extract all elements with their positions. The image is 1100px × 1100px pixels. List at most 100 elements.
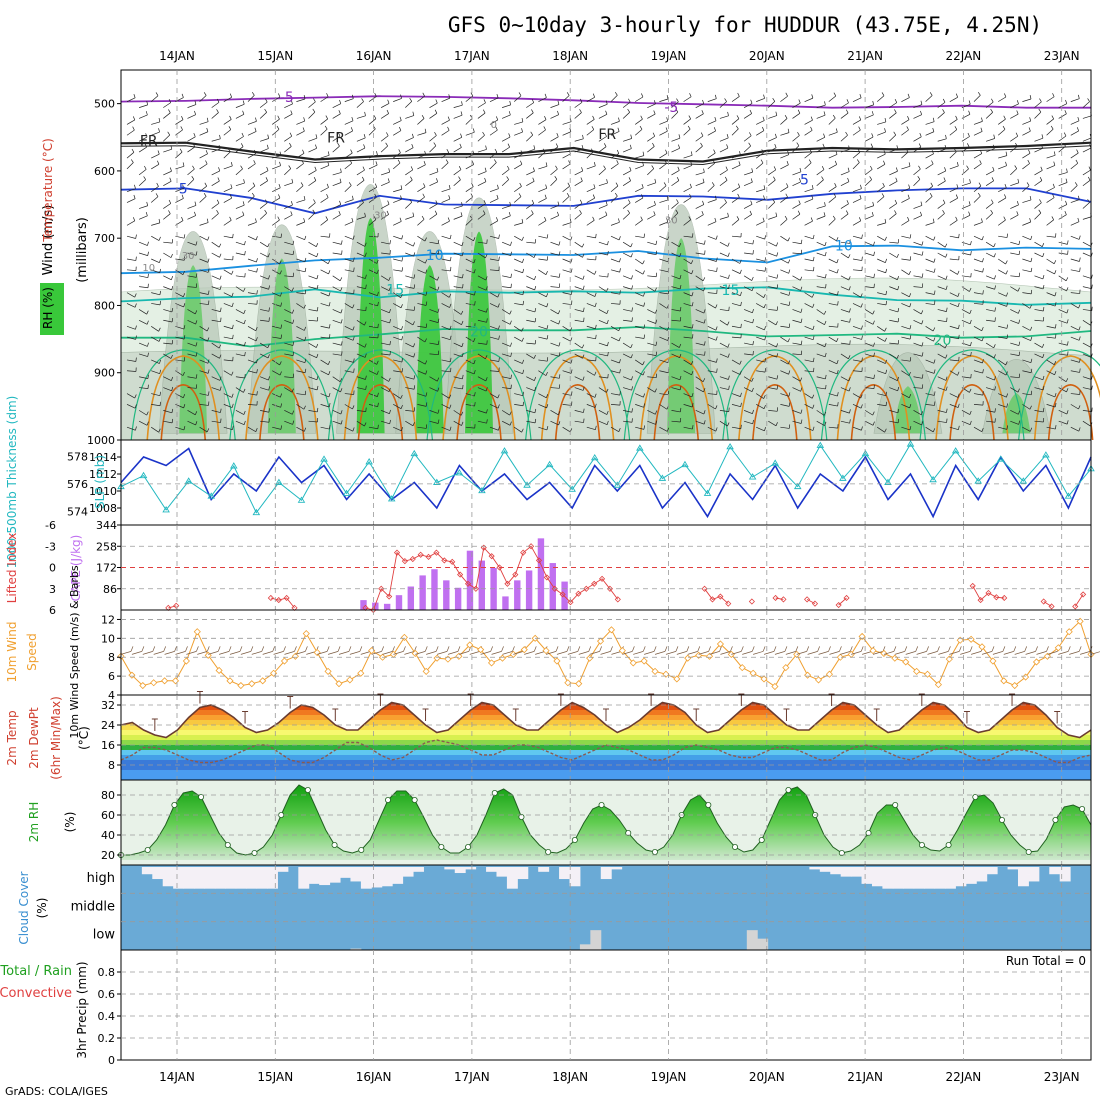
wind-barb-flag <box>195 421 198 426</box>
wind-barb-flag <box>631 307 633 312</box>
wind-barb-flag <box>387 178 390 183</box>
wind-barb <box>187 136 196 142</box>
wind-barb <box>671 202 679 209</box>
wind-barb-flag <box>810 126 813 131</box>
wind-barb <box>901 198 910 203</box>
wind-barb-flag <box>921 352 924 357</box>
wind-barb <box>272 187 281 193</box>
rh-point <box>545 849 552 856</box>
wind-barb <box>901 97 910 102</box>
wind-barb-flag <box>1065 200 1068 205</box>
wind-barb-flag <box>412 321 415 326</box>
wind-barb <box>514 303 524 306</box>
wind-barb-flag <box>325 115 328 120</box>
wind-barb-flag <box>627 108 630 113</box>
wind10-barb-flag <box>991 646 995 652</box>
wind-barb <box>126 97 136 102</box>
wind-barb-flag <box>1078 427 1081 432</box>
wind-barb <box>465 359 475 365</box>
wind-barb-flag <box>509 411 512 416</box>
wind-barb <box>429 410 439 414</box>
wind-barb-flag <box>520 150 523 155</box>
wind-barb-flag <box>1054 403 1057 408</box>
wind-barb-flag <box>447 217 450 222</box>
wind-barb-flag <box>977 91 981 96</box>
wind-barb-flag <box>883 150 886 155</box>
wind-barb-flag <box>582 134 584 139</box>
wind-barb-flag <box>968 211 971 216</box>
wind-barb <box>707 269 717 272</box>
wind-barb-flag <box>1076 149 1079 154</box>
wind-barb-flag <box>784 215 788 220</box>
wind-barb <box>223 359 233 362</box>
wind-barb <box>889 241 899 244</box>
wind-barb-flag <box>292 420 295 425</box>
wind-barb-flag <box>631 386 633 391</box>
wind-barb <box>344 199 354 203</box>
wind-barb-flag <box>171 376 174 381</box>
wind10-barb-flag <box>948 646 951 652</box>
wind-barb <box>550 376 560 379</box>
wind-barb <box>308 387 318 391</box>
wind-barb-flag <box>823 133 826 138</box>
wind-barb <box>780 404 790 407</box>
rh-shade-core <box>179 265 208 434</box>
wind10-barb-flag <box>457 646 461 652</box>
wind-barb-flag <box>242 100 245 105</box>
wind-barb <box>1022 120 1031 125</box>
wind-barb <box>235 136 244 142</box>
wind-barb <box>671 376 681 381</box>
wind10-barb <box>1080 651 1091 655</box>
wind-barb <box>175 198 184 203</box>
wind-barb-flag <box>845 131 848 136</box>
wind-barb <box>453 420 462 426</box>
wind-barb <box>1082 376 1092 380</box>
axis-label-cape: CAPE (J/kg) <box>69 535 83 602</box>
wind-barb-flag <box>691 292 694 297</box>
wind-barb <box>235 387 244 393</box>
wind-barb <box>659 98 669 102</box>
wind-barb <box>223 426 233 430</box>
wind-barb <box>477 410 487 414</box>
wind-barb <box>441 198 451 203</box>
wind-barb-flag <box>132 217 136 221</box>
wind-barb-flag <box>666 117 669 122</box>
wind-barb-flag <box>715 427 718 432</box>
wind-barb <box>344 258 354 262</box>
wind-barb-flag <box>1005 361 1008 366</box>
wind-barb-flag <box>957 393 960 398</box>
wind-barb <box>707 199 717 203</box>
wind-barb <box>877 404 887 407</box>
wind-barb <box>610 258 620 263</box>
wind-barb-flag <box>921 241 924 246</box>
wind-barb-flag <box>981 218 983 223</box>
lifted-index-point <box>457 571 464 578</box>
wind-barb-flag <box>687 125 691 130</box>
wind-barb <box>719 387 729 390</box>
wind-barb-flag <box>736 115 740 119</box>
tick-label: 24 <box>101 719 115 732</box>
wind-barb <box>731 258 740 264</box>
wind-barb <box>163 134 171 142</box>
wind-barb-flag <box>1005 161 1007 166</box>
wind-barb-flag <box>207 359 210 364</box>
wind-barb <box>586 292 596 297</box>
wind-barb-flag <box>982 268 984 273</box>
wind-barb <box>828 359 838 365</box>
lifted-index-point <box>614 596 621 603</box>
wind10-barb <box>284 651 295 655</box>
rh-point <box>224 842 231 849</box>
wind-barb <box>574 138 584 142</box>
wind-barb-flag <box>690 260 694 264</box>
wind-barb-flag <box>339 277 343 282</box>
wind-barb <box>659 130 668 136</box>
wind-barb-flag <box>739 360 742 365</box>
wind-barb-flag <box>570 337 573 342</box>
wind-barb <box>247 153 256 159</box>
contour-label: 5 <box>800 173 809 189</box>
wind-barb <box>840 102 849 108</box>
wind-barb-flag <box>448 195 451 200</box>
wind-speed-point <box>575 680 583 688</box>
wind10-barb <box>1003 651 1014 655</box>
wind-barb <box>187 319 196 325</box>
